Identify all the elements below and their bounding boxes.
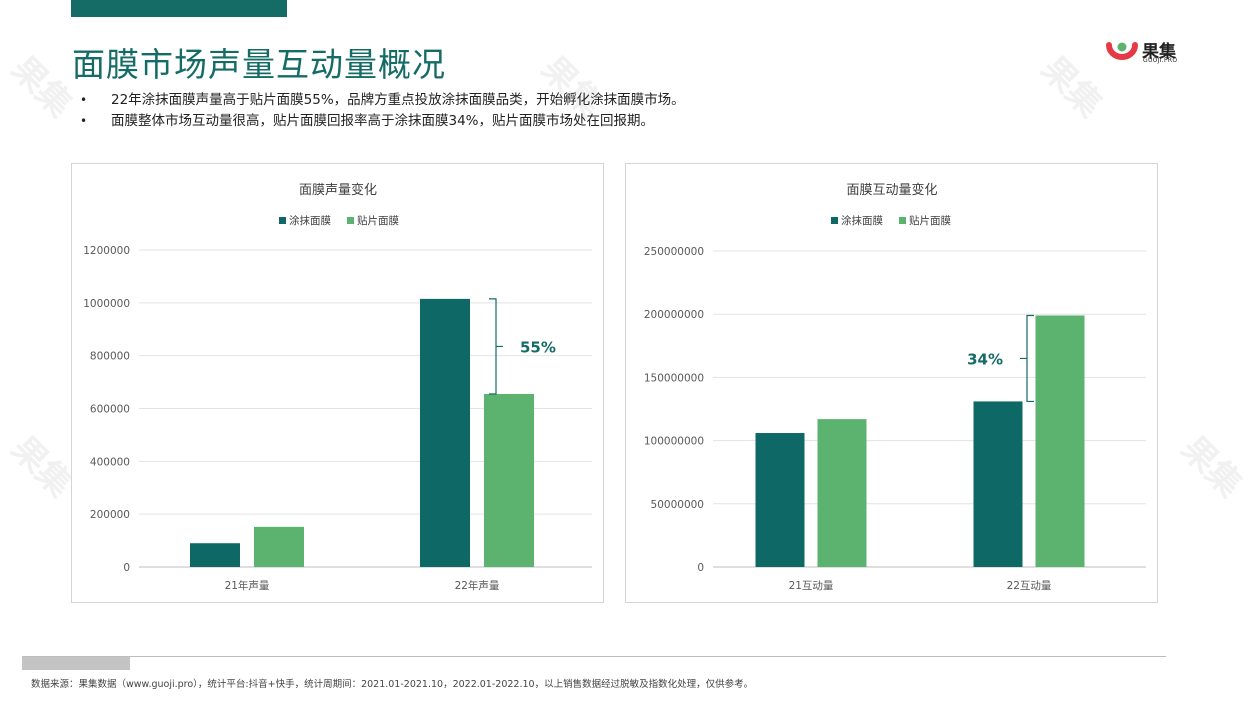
legend-label: 贴片面膜	[357, 214, 399, 227]
x-tick-label: 22年声量	[455, 579, 500, 592]
bar-tiepian-0	[817, 419, 867, 567]
legend-swatch	[831, 217, 838, 224]
bar-tumo-0	[755, 433, 805, 567]
bar-tumo-1	[973, 401, 1023, 567]
legend-label: 贴片面膜	[909, 214, 951, 227]
page-title: 面膜市场声量互动量概况	[72, 45, 446, 84]
y-tick-label: 100000000	[644, 436, 704, 448]
bullet-text: 面膜整体市场互动量很高，贴片面膜回报率高于涂抹面膜34%，贴片面膜市场处在回报期…	[111, 113, 655, 129]
y-tick-label: 600000	[90, 404, 130, 416]
bar-tiepian-1	[1035, 315, 1085, 567]
y-tick-label: 800000	[90, 351, 130, 363]
bullet-dot: •	[80, 114, 88, 128]
summary-bullets: • 22年涂抹面膜声量高于贴片面膜55%，品牌方重点投放涂抹面膜品类，开始孵化涂…	[80, 88, 685, 130]
legend-label: 涂抹面膜	[289, 214, 331, 227]
y-tick-label: 50000000	[651, 499, 704, 511]
y-tick-label: 0	[697, 562, 704, 574]
legend-swatch	[279, 217, 286, 224]
legend-swatch	[347, 217, 354, 224]
y-tick-label: 200000	[90, 509, 130, 521]
footer-divider	[22, 656, 1166, 657]
annotation-percent: 55%	[520, 338, 556, 356]
chart-panel-voice-volume: 面膜声量变化涂抹面膜 贴片面膜 0 200000 400000 600000 800000 1…	[71, 163, 604, 603]
legend-swatch	[899, 217, 906, 224]
chart-title: 面膜互动量变化	[846, 182, 937, 198]
bar-tiepian-1	[484, 393, 534, 567]
logo-name: 果集	[1142, 42, 1176, 62]
bullet-item: • 面膜整体市场互动量很高，贴片面膜回报率高于涂抹面膜34%，贴片面膜市场处在回…	[80, 109, 685, 130]
logo-domain: GUOJI.PRO	[1143, 57, 1178, 64]
chart-panel-interaction: 面膜互动量变化涂抹面膜 贴片面膜 0 50000000 100000000 1500000…	[625, 163, 1158, 603]
bullet-item: • 22年涂抹面膜声量高于贴片面膜55%，品牌方重点投放涂抹面膜品类，开始孵化涂…	[80, 88, 685, 109]
y-tick-label: 150000000	[644, 372, 704, 384]
bar-tiepian-0	[254, 526, 304, 567]
annotation-bracket	[1020, 314, 1034, 403]
x-tick-label: 22互动量	[1007, 580, 1052, 592]
bullet-dot: •	[80, 93, 88, 107]
bullet-text: 22年涂抹面膜声量高于贴片面膜55%，品牌方重点投放涂抹面膜品类，开始孵化涂抹面…	[111, 92, 685, 108]
y-tick-label: 250000000	[644, 246, 704, 258]
y-tick-label: 200000000	[644, 309, 704, 321]
bar-tumo-0	[190, 543, 240, 567]
y-tick-label: 400000	[90, 456, 130, 468]
y-tick-label: 1000000	[83, 298, 130, 310]
legend-label: 涂抹面膜	[841, 214, 883, 227]
chart-title: 面膜声量变化	[299, 182, 377, 198]
x-tick-label: 21互动量	[789, 580, 834, 592]
top-accent-bar	[71, 0, 287, 17]
logo-icon	[1106, 42, 1138, 60]
y-tick-label: 1200000	[83, 245, 130, 257]
bar-tumo-1	[420, 298, 470, 567]
brand-logo: 果集 GUOJI.PRO	[1106, 36, 1196, 70]
footer-source-note: 数据来源：果集数据（www.guoji.pro），统计平台:抖音+快手，统计周期…	[31, 679, 754, 690]
annotation-bracket	[489, 298, 503, 395]
annotation-percent: 34%	[967, 350, 1003, 368]
y-tick-label: 0	[123, 562, 130, 574]
x-tick-label: 21年声量	[225, 579, 270, 592]
footer-accent-block	[22, 657, 130, 670]
